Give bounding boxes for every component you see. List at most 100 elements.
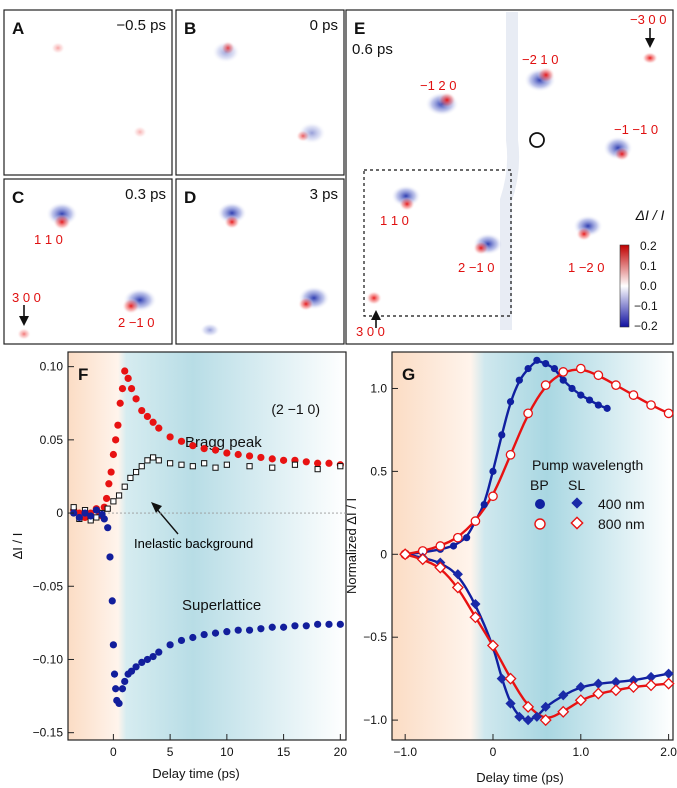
- colorbar-tick: −0.2: [634, 319, 658, 333]
- data-point: [177, 636, 186, 645]
- panel-c-frame: [3, 178, 173, 345]
- arrow-head-icon: [19, 316, 29, 326]
- data-point: [166, 433, 174, 441]
- data-point: [75, 513, 83, 522]
- diffraction-spot: [614, 147, 630, 161]
- y-tick-label: 0.5: [370, 464, 387, 478]
- data-point: [609, 684, 622, 697]
- y-tick-label: 0.05: [40, 433, 64, 447]
- x-tick-label: 5: [167, 745, 174, 759]
- data-point: [166, 641, 174, 649]
- data-point: [155, 424, 163, 432]
- data-point: [269, 464, 276, 471]
- data-point: [291, 461, 299, 468]
- data-point: [574, 694, 587, 707]
- data-point: [662, 677, 675, 690]
- data-point: [663, 668, 674, 679]
- diffraction-spot: [399, 197, 415, 211]
- data-point: [523, 715, 534, 726]
- data-point: [594, 401, 602, 409]
- data-point: [646, 400, 656, 410]
- data-point: [505, 449, 516, 460]
- colorbar-title: ΔI / I: [635, 207, 665, 223]
- diffraction-spot: [642, 52, 658, 64]
- data-point: [112, 685, 120, 693]
- y-axis-label: ΔI / I: [10, 533, 25, 560]
- data-point: [514, 711, 525, 722]
- data-point: [118, 385, 127, 393]
- data-point: [489, 467, 497, 475]
- y-axis-label: Normalized ΔI / I: [344, 498, 359, 594]
- colorbar-tick: 0.1: [640, 259, 657, 273]
- data-point: [189, 442, 197, 450]
- arrow-icon: [155, 507, 179, 535]
- data-point: [105, 480, 113, 488]
- data-point: [279, 623, 288, 631]
- data-point: [246, 463, 253, 470]
- legend-marker-sl-800: [570, 516, 584, 530]
- miller-index-label: 2 −1 0: [458, 260, 495, 275]
- y-tick-label: 0: [56, 506, 63, 520]
- miller-index-label: 1 −2 0: [568, 260, 605, 275]
- diffraction-spot: [51, 42, 65, 54]
- data-point: [223, 449, 231, 457]
- legend-marker-bp-800: [534, 518, 546, 530]
- x-tick-label: 0: [490, 745, 497, 759]
- data-point: [87, 512, 95, 520]
- panel-c-letter: C: [12, 188, 24, 207]
- data-point: [515, 376, 523, 384]
- y-tick-label: 1.0: [370, 381, 387, 395]
- data-point: [81, 509, 89, 517]
- panel-b-letter: B: [184, 19, 196, 38]
- colorbar-tick: 0.0: [640, 279, 657, 293]
- data-point: [488, 491, 498, 502]
- diffraction-spot: [217, 202, 247, 224]
- data-point: [540, 701, 551, 712]
- miller-index-label: −2 1 0: [522, 52, 559, 67]
- data-point: [449, 542, 458, 550]
- data-point: [302, 622, 310, 630]
- data-point: [557, 705, 570, 718]
- diffraction-spot: [438, 92, 456, 108]
- legend-col-sl: SL: [568, 477, 585, 493]
- x-tick-label: 0: [110, 745, 117, 759]
- data-point: [314, 459, 322, 467]
- data-point: [114, 421, 122, 429]
- data-point: [593, 370, 604, 381]
- panel-f-chart: F (2 −1 0) Bragg peak Inelastic backgrou…: [10, 351, 347, 781]
- data-point: [124, 374, 132, 382]
- arrow-head-icon: [371, 310, 381, 320]
- data-point: [115, 699, 123, 707]
- arrow-head-icon: [645, 38, 655, 48]
- x-tick-label: 15: [277, 745, 291, 759]
- legend-col-bp: BP: [530, 477, 549, 493]
- superlattice-label: Superlattice: [182, 597, 261, 614]
- data-point: [121, 367, 129, 375]
- data-point: [504, 672, 517, 685]
- data-point: [102, 494, 111, 503]
- legend-marker-sl-400: [571, 497, 583, 509]
- data-point: [211, 629, 220, 637]
- miller-index-label: 3 0 0: [356, 324, 385, 339]
- legend-title: Pump wavelength: [532, 457, 643, 473]
- data-point: [121, 677, 129, 686]
- data-point: [325, 620, 333, 628]
- data-point: [291, 622, 299, 630]
- data-point: [70, 504, 77, 511]
- data-point: [435, 541, 446, 551]
- data-point: [104, 524, 112, 532]
- data-point: [100, 515, 108, 523]
- diffraction-spot: [224, 215, 240, 229]
- data-point: [132, 663, 140, 671]
- legend-label-400: 400 nm: [598, 496, 645, 512]
- data-point: [116, 399, 124, 407]
- data-point: [93, 514, 100, 521]
- data-point: [223, 461, 230, 468]
- data-point: [167, 460, 174, 467]
- data-point: [104, 505, 111, 512]
- diffraction-spot: [296, 130, 310, 142]
- data-point: [127, 385, 136, 393]
- data-point: [245, 626, 254, 634]
- data-point: [593, 678, 604, 689]
